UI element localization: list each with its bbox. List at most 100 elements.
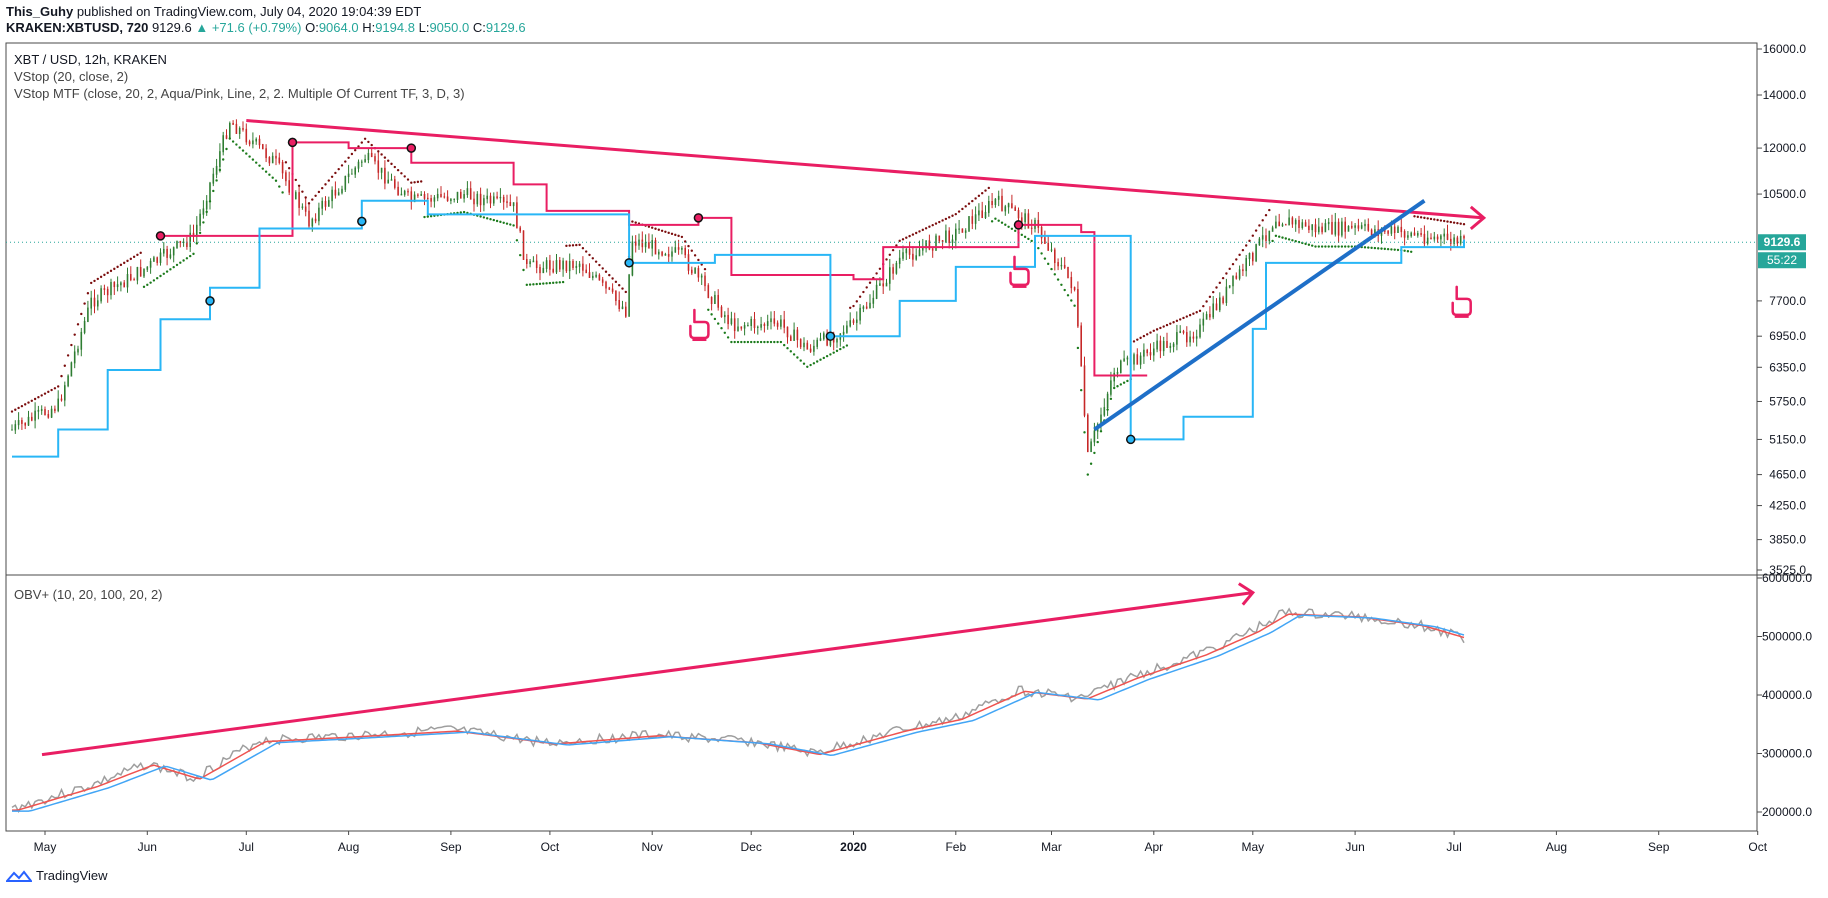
- vstop-dot: [954, 212, 957, 216]
- vstop-dot: [816, 360, 819, 363]
- vstop-dot: [1439, 219, 1443, 222]
- vstop-dot: [750, 340, 753, 344]
- vstop-dot: [1383, 247, 1387, 251]
- vstop-dot: [416, 180, 420, 184]
- footer-brand: TradingView: [36, 868, 108, 883]
- vstop-dot: [542, 282, 545, 285]
- vstop-dot: [63, 364, 66, 367]
- vstop-dot: [129, 257, 132, 261]
- vstop-dot: [720, 326, 723, 330]
- vstop-dot: [601, 267, 604, 270]
- vstop-dot: [149, 281, 152, 284]
- last-price-badge-text: 9129.6: [1764, 235, 1801, 249]
- vstop-dot: [723, 331, 726, 335]
- vstop-dot: [895, 244, 898, 247]
- vstop-dot: [486, 217, 489, 220]
- vstop-dot: [1172, 321, 1175, 324]
- vstop-dot: [1419, 216, 1423, 219]
- vstop-dot: [908, 234, 911, 238]
- vstop-dot: [1139, 336, 1142, 340]
- chart-title[interactable]: XBT / USD, 12h, KRAKEN: [14, 52, 167, 67]
- vstop-dot: [169, 268, 172, 271]
- vstop-dot: [1215, 286, 1218, 289]
- vstop-dot: [132, 255, 136, 259]
- vstop-dot: [1238, 253, 1241, 257]
- vstop-dot: [680, 235, 684, 239]
- vstop-dot: [1347, 245, 1350, 248]
- vstop-dot: [136, 253, 139, 257]
- vstop-dot: [363, 137, 367, 141]
- vstop-dot: [964, 205, 967, 208]
- vstop-dot: [1452, 221, 1456, 224]
- vstop-dot: [1446, 220, 1449, 223]
- vstop-dot: [116, 265, 119, 269]
- tradingview-footer[interactable]: TradingView: [6, 868, 108, 883]
- time-tick-label: 2020: [840, 840, 867, 854]
- timer-badge-text: 55:22: [1767, 253, 1797, 267]
- vstop-dot: [1245, 244, 1248, 247]
- vstop-dot: [581, 246, 585, 250]
- vstop-dot: [792, 353, 796, 356]
- vstop-dot: [377, 150, 380, 153]
- vstop-dot: [60, 374, 63, 378]
- vstop-dot: [918, 230, 921, 233]
- vstop-dot: [621, 287, 624, 290]
- vstop-dot: [258, 164, 261, 167]
- vstop-dot: [631, 220, 634, 223]
- vstop-dot: [1192, 312, 1195, 315]
- vstop-dot: [1327, 245, 1330, 248]
- vstop-dot: [1020, 233, 1023, 237]
- vstop-dot: [614, 280, 618, 284]
- vstop-dot: [786, 347, 789, 350]
- vstop-dot: [139, 251, 142, 255]
- vstop-dot: [789, 350, 792, 353]
- vstop-dot: [598, 263, 601, 267]
- vstop-dot: [96, 277, 100, 281]
- close-value: 9129.6: [485, 20, 526, 35]
- time-tick-label: Nov: [642, 840, 663, 854]
- vstop-dot: [839, 347, 842, 351]
- vstop-dots: [10, 137, 1466, 476]
- vstop-dot: [1106, 408, 1109, 411]
- vstop-dot: [753, 340, 756, 344]
- publish-text: published on TradingView.com, July 04, 2…: [76, 4, 422, 19]
- price-tick-label: 14000.0: [1763, 88, 1807, 102]
- vstop-dot: [519, 253, 522, 257]
- vstop-dot: [1060, 283, 1063, 286]
- vstop-dot: [875, 272, 878, 275]
- vstop-dot: [512, 224, 515, 227]
- vstop-dot: [1278, 235, 1281, 238]
- price-tick-label: 3525.0: [1769, 563, 1806, 577]
- low-label: L:: [418, 20, 430, 35]
- vstop-dot: [1284, 237, 1288, 240]
- vstop-dot: [86, 292, 90, 295]
- vstop-dot: [47, 390, 50, 394]
- price-tick-label: 12000.0: [1763, 141, 1807, 155]
- vstop-dot: [594, 260, 598, 263]
- vstop-dot: [647, 225, 651, 228]
- vstop-dot: [330, 175, 334, 178]
- vstop-dot: [1004, 223, 1007, 226]
- vstop-dot: [915, 231, 918, 235]
- author-name[interactable]: This_Guhy: [6, 4, 74, 19]
- vstop-dot: [403, 175, 406, 178]
- vstop-dot: [1433, 218, 1436, 221]
- vstop-dot: [888, 253, 891, 257]
- vstop-dot: [911, 233, 915, 236]
- vstop-dot: [347, 156, 350, 159]
- vstop-dot: [1225, 272, 1228, 275]
- time-tick-label: Oct: [1748, 840, 1767, 854]
- vstop-dot: [492, 218, 495, 222]
- vstop-mtf-legend[interactable]: VStop MTF (close, 20, 2, Aqua/Pink, Line…: [14, 86, 465, 101]
- vstop-legend[interactable]: VStop (20, close, 2): [14, 69, 129, 84]
- obv-legend[interactable]: OBV+ (10, 20, 100, 20, 2): [14, 587, 163, 602]
- vstop-dot: [1304, 242, 1307, 246]
- vstop-dot: [350, 152, 354, 156]
- vstop-dot: [1212, 290, 1215, 294]
- vstop-dot: [311, 198, 314, 201]
- vstop-dot: [360, 141, 363, 144]
- vstop-dot: [314, 194, 317, 197]
- vstop-dot: [1037, 246, 1040, 250]
- vstop-dot: [113, 267, 116, 271]
